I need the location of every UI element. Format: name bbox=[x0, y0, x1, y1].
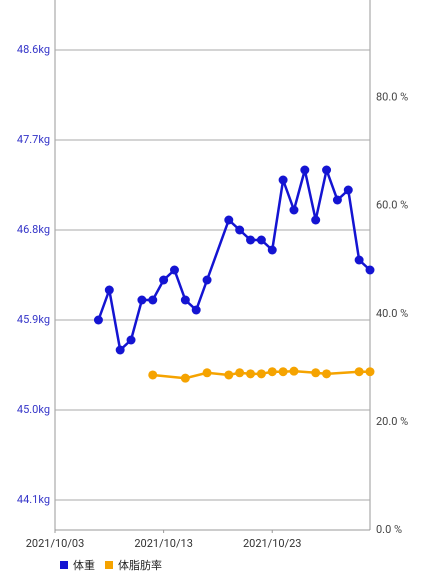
data-point bbox=[322, 165, 332, 175]
data-point bbox=[169, 265, 179, 275]
data-point bbox=[354, 255, 364, 265]
data-point bbox=[267, 367, 277, 377]
y-tick-label: 48.6kg bbox=[17, 43, 50, 56]
data-point bbox=[246, 235, 256, 245]
x-tick-label: 2021/10/03 bbox=[26, 537, 85, 550]
data-point bbox=[126, 335, 136, 345]
data-point bbox=[104, 285, 114, 295]
data-point bbox=[311, 368, 321, 378]
data-point bbox=[365, 367, 375, 377]
data-point bbox=[180, 295, 190, 305]
data-point bbox=[235, 368, 245, 378]
data-point bbox=[343, 185, 353, 195]
data-point bbox=[256, 369, 266, 379]
data-point bbox=[256, 235, 266, 245]
legend-label: 体脂肪率 bbox=[118, 558, 162, 572]
data-point bbox=[278, 367, 288, 377]
y-tick-label: 45.0kg bbox=[17, 403, 50, 416]
y2-tick-label: 60.0 % bbox=[376, 199, 408, 212]
data-point bbox=[202, 368, 212, 378]
y-tick-label: 44.1kg bbox=[17, 493, 50, 506]
x-tick-label: 2021/10/13 bbox=[134, 537, 193, 550]
data-point bbox=[300, 165, 310, 175]
data-point bbox=[289, 366, 299, 376]
data-point bbox=[322, 369, 332, 379]
data-point bbox=[278, 175, 288, 185]
data-point bbox=[148, 295, 158, 305]
y2-tick-label: 80.0 % bbox=[376, 91, 408, 104]
data-point bbox=[246, 369, 256, 379]
data-point bbox=[159, 275, 169, 285]
series-line bbox=[97, 165, 371, 353]
data-point bbox=[202, 275, 212, 285]
y-tick-label: 45.9kg bbox=[17, 313, 50, 326]
data-point bbox=[93, 315, 103, 325]
data-point bbox=[191, 305, 201, 315]
data-point bbox=[224, 215, 234, 225]
data-point bbox=[267, 245, 277, 255]
data-point bbox=[289, 205, 299, 215]
data-point bbox=[365, 265, 375, 275]
data-point bbox=[137, 295, 147, 305]
legend-swatch bbox=[60, 561, 68, 569]
legend-swatch bbox=[105, 561, 113, 569]
y-tick-label: 47.7kg bbox=[17, 133, 50, 146]
data-point bbox=[311, 215, 321, 225]
y2-tick-label: 40.0 % bbox=[376, 307, 408, 320]
y2-tick-label: 0.0 % bbox=[376, 523, 402, 536]
data-point bbox=[180, 373, 190, 383]
data-point bbox=[354, 367, 364, 377]
y-tick-label: 46.8kg bbox=[17, 223, 50, 236]
data-point bbox=[224, 370, 234, 380]
data-point bbox=[115, 345, 125, 355]
y2-tick-label: 20.0 % bbox=[376, 415, 408, 428]
legend-label: 体重 bbox=[73, 558, 95, 572]
data-point bbox=[332, 195, 342, 205]
x-tick-label: 2021/10/23 bbox=[243, 537, 302, 550]
data-point bbox=[235, 225, 245, 235]
data-point bbox=[148, 370, 158, 380]
